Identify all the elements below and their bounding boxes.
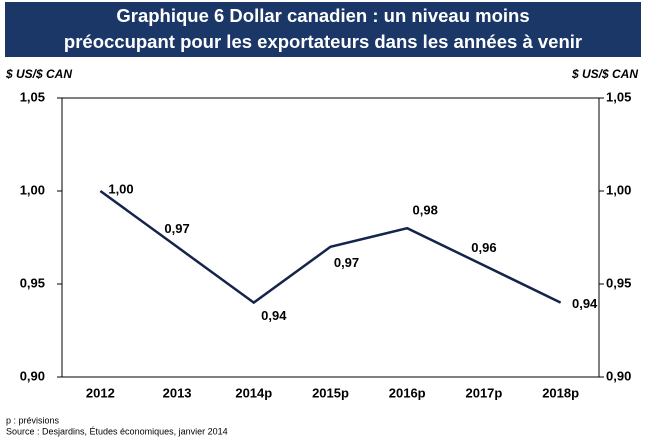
value-label: 1,00 (108, 181, 133, 196)
value-label: 0,98 (413, 203, 438, 218)
y-tick-label: 0,90 (20, 368, 45, 383)
data-line (99, 189, 562, 305)
y2-tick-label: 0,90 (606, 368, 631, 383)
source: Source : Desjardins, Études économiques,… (6, 426, 228, 436)
x-tick-label: 2018p (542, 385, 579, 400)
value-label: 0,96 (471, 240, 496, 255)
y2-tick-label: 0,95 (606, 275, 631, 290)
title-bar (5, 2, 641, 57)
value-label: 0,97 (334, 255, 359, 270)
y2-tick-label: 1,05 (606, 89, 631, 104)
plot-frame (61, 97, 600, 378)
footnote: p : prévisions (6, 415, 60, 425)
x-tick-label: 2016p (389, 385, 426, 400)
y-tick-label: 0,95 (20, 275, 45, 290)
x-tick-label: 2014p (235, 385, 272, 400)
y2-tick-label: 1,00 (606, 182, 631, 197)
x-tick-label: 2015p (312, 385, 349, 400)
chart-title: Graphique 6 Dollar canadien : un niveau … (116, 5, 529, 26)
value-label: 0,94 (572, 296, 598, 311)
y-tick-label: 1,05 (20, 89, 45, 104)
value-label: 0,97 (164, 221, 189, 236)
x-tick-label: 2017p (465, 385, 502, 400)
y2-axis-title: $ US/$ CAN (571, 67, 638, 81)
value-label: 0,94 (261, 308, 287, 323)
x-tick-label: 2012 (86, 385, 115, 400)
y-axis-title: $ US/$ CAN (5, 67, 72, 81)
y-tick-label: 1,00 (20, 182, 45, 197)
chart-title: préoccupant pour les exportateurs dans l… (64, 31, 582, 52)
x-tick-label: 2013 (163, 385, 192, 400)
